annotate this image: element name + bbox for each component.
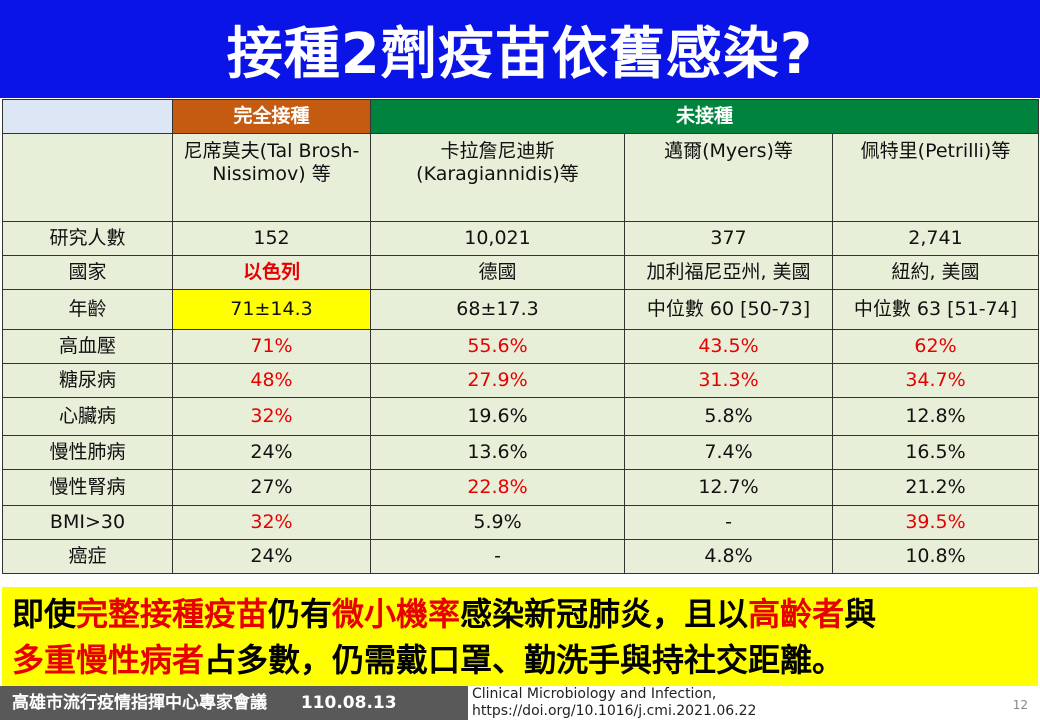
table-row: 研究人數 152 10,021 377 2,741 xyxy=(2,221,1040,256)
table-row: 高血壓 71% 55.6% 43.5% 62% xyxy=(2,329,1040,364)
table-cell: 62% xyxy=(831,329,1040,364)
study-header: 尼席莫夫(Tal Brosh-Nissimov) 等 xyxy=(172,133,371,222)
table-cell: 德國 xyxy=(370,255,625,290)
footer-date: 110.08.13 xyxy=(300,693,397,713)
table-cell: 以色列 xyxy=(172,255,371,290)
table-cell: 31.3% xyxy=(624,363,833,398)
note-text: 占多數，仍需戴口罩、勤洗手與持社交距離。 xyxy=(204,641,845,679)
conclusion-note: 即使完整接種疫苗仍有微小機率感染新冠肺炎，且以高齡者與多重慢性病者占多數，仍需戴… xyxy=(2,587,1038,686)
study-header: 卡拉詹尼迪斯 (Karagiannidis)等 xyxy=(370,133,625,222)
source-line: https://doi.org/10.1016/j.cmi.2021.06.22 xyxy=(472,703,757,719)
table-row: 年齡 71±14.3 68±17.3 中位數 60 [50-73] 中位數 63… xyxy=(2,289,1040,330)
row-label: 慢性肺病 xyxy=(2,435,173,470)
row-label: 癌症 xyxy=(2,539,173,574)
note-text: 仍有 xyxy=(268,595,333,633)
note-text: 感染新冠肺炎，且以 xyxy=(460,595,749,633)
table-cell: 43.5% xyxy=(624,329,833,364)
table-cell: 24% xyxy=(172,435,371,470)
table-cell: 24% xyxy=(172,539,371,574)
table-cell: 16.5% xyxy=(831,435,1040,470)
study-header: 佩特里(Petrilli)等 xyxy=(831,133,1040,222)
note-text: 與 xyxy=(844,595,877,633)
table-cell: 22.8% xyxy=(370,469,625,506)
unvaccinated-group-header: 未接種 xyxy=(369,99,1040,134)
note-emphasis: 微小機率 xyxy=(332,595,461,633)
row-label: 慢性腎病 xyxy=(2,469,173,506)
page-number: 12 xyxy=(1012,698,1028,712)
table-cell: 48% xyxy=(172,363,371,398)
table-cell: 10,021 xyxy=(370,221,625,256)
comparison-table: 完全接種 未接種 尼席莫夫(Tal Brosh-Nissimov) 等 卡拉詹尼… xyxy=(2,99,1040,574)
table-cell: - xyxy=(624,505,833,540)
slide-title: 接種2劑疫苗依舊感染? xyxy=(0,0,1040,98)
note-emphasis: 多重慢性病者 xyxy=(12,641,205,679)
table-cell: 5.9% xyxy=(370,505,625,540)
table-cell: 12.7% xyxy=(624,469,833,506)
table-cell: 32% xyxy=(172,505,371,540)
source-line: Clinical Microbiology and Infection, xyxy=(472,686,717,702)
table-cell: 12.8% xyxy=(831,397,1040,436)
study-header: 邁爾(Myers)等 xyxy=(624,133,833,222)
source-citation: Clinical Microbiology and Infection, htt… xyxy=(472,686,872,720)
row-label: 研究人數 xyxy=(2,221,173,256)
table-cell: 39.5% xyxy=(831,505,1040,540)
vaccinated-group-header: 完全接種 xyxy=(172,99,371,134)
row-label: 高血壓 xyxy=(2,329,173,364)
table-row: 糖尿病 48% 27.9% 31.3% 34.7% xyxy=(2,363,1040,398)
table-row: 國家 以色列 德國 加利福尼亞州, 美國 紐約, 美國 xyxy=(2,255,1040,290)
table-cell: 377 xyxy=(624,221,833,256)
table-cell: 7.4% xyxy=(624,435,833,470)
table-cell: 10.8% xyxy=(831,539,1040,574)
table-cell: 34.7% xyxy=(831,363,1040,398)
table-cell: 中位數 60 [50-73] xyxy=(624,289,833,330)
table-cell: 紐約, 美國 xyxy=(831,255,1040,290)
row-label: 年齡 xyxy=(2,289,173,330)
table-row: BMI>30 32% 5.9% - 39.5% xyxy=(2,505,1040,540)
table-cell: 152 xyxy=(172,221,371,256)
table-cell: - xyxy=(370,539,625,574)
table-row: 慢性腎病 27% 22.8% 12.7% 21.2% xyxy=(2,469,1040,506)
study-header-row: 尼席莫夫(Tal Brosh-Nissimov) 等 卡拉詹尼迪斯 (Karag… xyxy=(2,133,1040,222)
footer-org: 高雄市流行疫情指揮中心專家會議 xyxy=(12,693,267,713)
table-row: 癌症 24% - 4.8% 10.8% xyxy=(2,539,1040,574)
footer-bar: 高雄市流行疫情指揮中心專家會議 110.08.13 xyxy=(0,686,468,720)
table-cell: 19.6% xyxy=(370,397,625,436)
table-cell: 55.6% xyxy=(370,329,625,364)
note-emphasis: 高齡者 xyxy=(748,595,845,633)
row-label: BMI>30 xyxy=(2,505,173,540)
note-text: 即使 xyxy=(12,595,77,633)
table-cell: 21.2% xyxy=(831,469,1040,506)
row-label: 心臟病 xyxy=(2,397,173,436)
corner-cell xyxy=(2,99,173,134)
table-cell: 71% xyxy=(172,329,371,364)
table-cell: 2,741 xyxy=(831,221,1040,256)
table-row: 慢性肺病 24% 13.6% 7.4% 16.5% xyxy=(2,435,1040,470)
table-cell: 中位數 63 [51-74] xyxy=(831,289,1040,330)
table-cell: 13.6% xyxy=(370,435,625,470)
table-cell: 68±17.3 xyxy=(370,289,625,330)
table-group-header-row: 完全接種 未接種 xyxy=(2,99,1040,134)
table-cell: 32% xyxy=(172,397,371,436)
corner-cell xyxy=(2,133,173,222)
table-cell: 27% xyxy=(172,469,371,506)
table-cell: 71±14.3 xyxy=(172,289,371,330)
table-cell: 27.9% xyxy=(370,363,625,398)
table-row: 心臟病 32% 19.6% 5.8% 12.8% xyxy=(2,397,1040,436)
row-label: 國家 xyxy=(2,255,173,290)
row-label: 糖尿病 xyxy=(2,363,173,398)
table-cell: 加利福尼亞州, 美國 xyxy=(624,255,833,290)
note-emphasis: 完整接種疫苗 xyxy=(76,595,269,633)
table-cell: 5.8% xyxy=(624,397,833,436)
table-cell: 4.8% xyxy=(624,539,833,574)
